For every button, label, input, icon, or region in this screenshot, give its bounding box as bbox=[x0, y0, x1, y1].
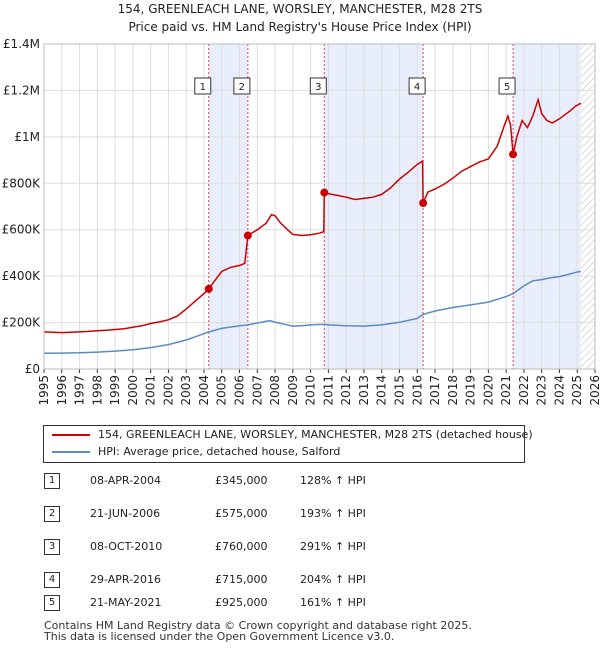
y-tick-label: £0 bbox=[25, 362, 40, 376]
x-tick-label: 2006 bbox=[233, 375, 247, 406]
x-tick-label: 2013 bbox=[357, 375, 371, 406]
sale-number: 3 bbox=[44, 539, 60, 555]
x-tick-label: 1996 bbox=[55, 375, 69, 406]
shaded-period bbox=[324, 44, 424, 369]
sale-label-box bbox=[408, 77, 426, 95]
shaded-period bbox=[513, 44, 581, 369]
y-tick-label: £1.4M bbox=[3, 37, 40, 51]
x-tick-label: 2011 bbox=[321, 375, 335, 406]
sale-number: 2 bbox=[44, 506, 60, 522]
x-tick-label: 2021 bbox=[499, 375, 513, 406]
chart-subtitle: Price paid vs. HM Land Registry's House … bbox=[128, 20, 471, 34]
sale-point bbox=[320, 188, 329, 197]
footer-license: This data is licensed under the Open Gov… bbox=[44, 630, 395, 643]
sale-price: £715,000 bbox=[215, 573, 268, 586]
sale-date: 08-APR-2004 bbox=[90, 474, 162, 487]
future-hatch bbox=[580, 44, 595, 369]
sale-date: 29-APR-2016 bbox=[90, 573, 162, 586]
x-tick-label: 2014 bbox=[375, 375, 389, 406]
sale-label-number: 4 bbox=[414, 82, 420, 93]
sale-label-box bbox=[498, 77, 516, 95]
sale-number: 4 bbox=[44, 572, 60, 588]
sale-price: £760,000 bbox=[215, 540, 268, 553]
x-tick-label: 2008 bbox=[268, 375, 282, 406]
x-tick-label: 2002 bbox=[161, 375, 175, 406]
sale-date: 21-MAY-2021 bbox=[90, 596, 162, 609]
x-tick-label: 2003 bbox=[179, 375, 193, 406]
sale-label-number: 5 bbox=[504, 82, 510, 93]
legend-label-property: 154, GREENLEACH LANE, WORSLEY, MANCHESTE… bbox=[98, 428, 533, 441]
x-tick-label: 1995 bbox=[37, 375, 51, 406]
sale-price: £925,000 bbox=[215, 596, 268, 609]
x-tick-label: 2026 bbox=[588, 375, 600, 406]
chart-title: 154, GREENLEACH LANE, WORSLEY, MANCHESTE… bbox=[118, 2, 483, 16]
sale-row: 1 08-APR-2004 £345,000 128% ↑ HPI bbox=[0, 470, 600, 492]
sale-hpi-change: 161% ↑ HPI bbox=[300, 596, 366, 609]
x-tick-label: 2000 bbox=[126, 375, 140, 406]
sale-label-box bbox=[233, 77, 251, 95]
x-tick-label: 2019 bbox=[464, 375, 478, 406]
shaded-period bbox=[208, 44, 248, 369]
footer: Contains HM Land Registry data © Crown c… bbox=[44, 620, 472, 642]
sale-row: 3 08-OCT-2010 £760,000 291% ↑ HPI bbox=[0, 536, 600, 558]
x-tick-label: 2004 bbox=[197, 375, 211, 406]
x-tick-label: 2009 bbox=[286, 375, 300, 406]
sale-point bbox=[509, 150, 518, 159]
legend-swatch-property bbox=[52, 434, 90, 436]
y-tick-label: £400K bbox=[2, 269, 42, 283]
x-tick-label: 2010 bbox=[304, 375, 318, 406]
x-tick-label: 2005 bbox=[215, 375, 229, 406]
sale-hpi-change: 128% ↑ HPI bbox=[300, 474, 366, 487]
y-tick-label: £600K bbox=[2, 223, 42, 237]
sale-date: 21-JUN-2006 bbox=[90, 507, 161, 520]
series-line-hpi bbox=[44, 270, 581, 354]
sale-hpi-change: 291% ↑ HPI bbox=[300, 540, 366, 553]
x-tick-label: 2012 bbox=[339, 375, 353, 406]
price-chart: 154, GREENLEACH LANE, WORSLEY, MANCHESTE… bbox=[2, 2, 600, 406]
x-tick-label: 2020 bbox=[481, 375, 495, 406]
sale-price: £575,000 bbox=[215, 507, 268, 520]
sale-date: 08-OCT-2010 bbox=[90, 540, 163, 553]
sale-point bbox=[243, 231, 252, 240]
x-tick-label: 2001 bbox=[144, 375, 158, 406]
sale-row: 4 29-APR-2016 £715,000 204% ↑ HPI bbox=[0, 569, 600, 591]
footer-copyright: Contains HM Land Registry data © Crown c… bbox=[44, 619, 472, 632]
y-tick-label: £800K bbox=[2, 176, 42, 190]
x-tick-label: 2018 bbox=[446, 375, 460, 406]
chart-legend: 154, GREENLEACH LANE, WORSLEY, MANCHESTE… bbox=[43, 425, 533, 463]
y-tick-label: £1M bbox=[14, 130, 40, 144]
sale-label-number: 1 bbox=[200, 82, 206, 93]
x-tick-label: 2016 bbox=[410, 375, 424, 406]
legend-swatch-hpi bbox=[52, 451, 90, 453]
sale-number: 5 bbox=[44, 595, 60, 611]
sale-label-number: 2 bbox=[239, 82, 245, 93]
sale-label-number: 3 bbox=[315, 82, 321, 93]
y-tick-label: £1.2M bbox=[3, 83, 40, 97]
x-tick-label: 2015 bbox=[392, 375, 406, 406]
sale-label-box bbox=[194, 77, 212, 95]
sale-number: 1 bbox=[44, 473, 60, 489]
series-line-property bbox=[44, 97, 582, 334]
x-tick-label: 1997 bbox=[73, 375, 87, 406]
plot-frame bbox=[43, 43, 596, 370]
sale-point bbox=[204, 284, 213, 293]
legend-label-hpi: HPI: Average price, detached house, Salf… bbox=[98, 445, 341, 458]
x-tick-label: 2024 bbox=[552, 375, 566, 406]
sale-point bbox=[419, 199, 428, 208]
x-tick-label: 2023 bbox=[535, 375, 549, 406]
y-tick-label: £200K bbox=[2, 316, 42, 330]
x-tick-label: 2022 bbox=[517, 375, 531, 406]
sale-hpi-change: 204% ↑ HPI bbox=[300, 573, 366, 586]
x-tick-label: 2007 bbox=[250, 375, 264, 406]
x-tick-label: 1999 bbox=[108, 375, 122, 406]
sale-label-box bbox=[309, 77, 327, 95]
sale-hpi-change: 193% ↑ HPI bbox=[300, 507, 366, 520]
sale-row: 5 21-MAY-2021 £925,000 161% ↑ HPI bbox=[0, 592, 600, 614]
x-tick-label: 2025 bbox=[570, 375, 584, 406]
sale-row: 2 21-JUN-2006 £575,000 193% ↑ HPI bbox=[0, 503, 600, 525]
x-tick-label: 2017 bbox=[428, 375, 442, 406]
sale-price: £345,000 bbox=[215, 474, 268, 487]
x-tick-label: 1998 bbox=[90, 375, 104, 406]
